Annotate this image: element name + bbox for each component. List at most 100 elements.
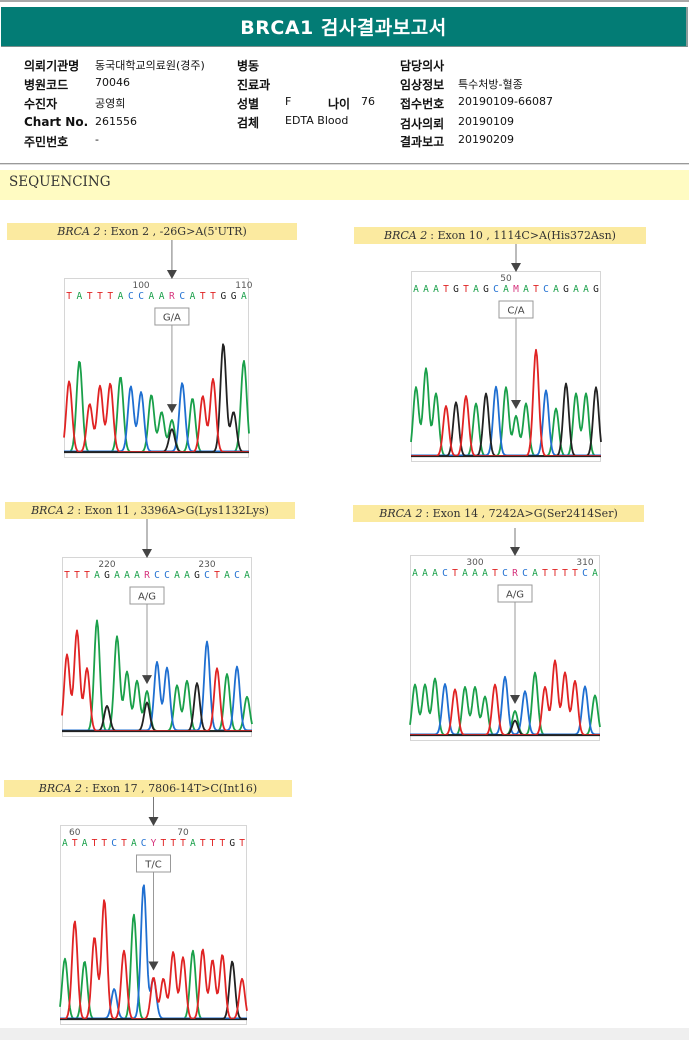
base-call: A	[422, 568, 428, 579]
field-value-report-date: 20190209	[458, 133, 514, 146]
base-call: G	[453, 284, 459, 295]
base-call: A	[190, 838, 196, 849]
pointer-arrow-icon	[142, 549, 152, 558]
gene-name: BRCA 2	[31, 504, 75, 517]
variant-description: : Exon 11 , 3396A>G(Lys1132Lys)	[77, 504, 269, 517]
base-call: A	[174, 570, 180, 581]
base-call: C	[204, 570, 210, 581]
genotype-call-label: A/G	[138, 592, 156, 603]
variant-arrow-icon	[510, 695, 520, 704]
trace-t	[411, 348, 601, 457]
trace-a	[62, 619, 253, 732]
sequencing-section-header: SEQUENCING	[0, 170, 689, 200]
pointer-arrow-icon	[510, 547, 520, 556]
variant-label-2: BRCA 2: Exon 10 , 1114C>A(His372Asn)	[354, 227, 646, 244]
base-call: T	[107, 291, 113, 302]
position-label: 70	[177, 828, 189, 838]
genotype-call-label: C/A	[507, 306, 524, 317]
position-label: 230	[198, 560, 215, 570]
base-call: T	[160, 838, 166, 849]
field-label-hospital-code: 병원코드	[24, 78, 69, 92]
field-value-hospital-code: 70046	[95, 76, 130, 89]
base-call: T	[121, 838, 127, 849]
field-label-specimen: 검체	[237, 116, 260, 130]
report-title-bar: BRCA1 검사결과보고서	[1, 7, 688, 47]
base-call: G	[231, 291, 237, 302]
gene-name: BRCA 2	[38, 782, 82, 795]
base-call: A	[124, 570, 130, 581]
base-call: A	[77, 291, 83, 302]
base-call: T	[101, 838, 107, 849]
field-value-sex: F	[285, 95, 292, 108]
base-call: A	[190, 291, 196, 302]
field-label-doctor: 담당의사	[400, 59, 445, 73]
field-label-report-date: 결과보고	[400, 135, 445, 149]
base-call: T	[74, 570, 80, 581]
top-divider	[0, 0, 689, 2]
field-value-specimen: EDTA Blood	[285, 114, 349, 127]
section-title: SEQUENCING	[9, 174, 111, 190]
variant-description: : Exon 10 , 1114C>A(His372Asn)	[430, 229, 616, 242]
base-call: A	[473, 284, 479, 295]
base-call: A	[148, 291, 154, 302]
section-divider	[0, 163, 689, 164]
base-call: A	[241, 291, 247, 302]
base-call: C	[141, 838, 147, 849]
base-call: C	[522, 568, 528, 579]
base-call: R	[144, 570, 150, 581]
field-label-ward: 병동	[237, 59, 260, 73]
base-call: A	[184, 570, 190, 581]
base-call: G	[483, 284, 489, 295]
base-call: R	[512, 568, 518, 579]
base-call: G	[220, 291, 226, 302]
field-label-patient: 수진자	[24, 97, 58, 111]
base-call: T	[542, 568, 548, 579]
chromatogram-frame	[410, 555, 600, 741]
base-call: A	[82, 838, 88, 849]
gene-name: BRCA 2	[57, 225, 101, 238]
base-call: A	[131, 838, 137, 849]
genotype-call-label: T/C	[144, 860, 161, 871]
base-call: C	[128, 291, 134, 302]
base-call: A	[114, 570, 120, 581]
base-call: M	[513, 284, 519, 295]
position-label: 300	[466, 558, 483, 568]
position-label: 110	[235, 281, 252, 291]
chromatogram-1: 100 110 T A T T T A C C A A R C A T T G G A G/A	[63, 240, 253, 458]
base-call: T	[463, 284, 469, 295]
base-call: G	[229, 838, 235, 849]
base-call: T	[533, 284, 539, 295]
field-value-receipt-no: 20190109-66087	[458, 95, 553, 108]
field-label-institution: 의뢰기관명	[24, 59, 80, 73]
base-call: G	[194, 570, 200, 581]
genotype-call-label: A/G	[506, 590, 524, 601]
base-call: A	[433, 284, 439, 295]
field-label-receipt-no: 접수번호	[400, 97, 445, 111]
base-call: A	[472, 568, 478, 579]
chromatogram-2: 50 A A A T G T A G C A M A T C A G A A G C/A	[410, 244, 602, 462]
field-label-sex: 성별	[237, 97, 260, 111]
chromatogram-3: 220 230 T T T A G A A A R C C A A G C T A C A A/G	[61, 519, 253, 737]
genotype-call-label: G/A	[163, 313, 181, 324]
variant-label-1: BRCA 2: Exon 2 , -26G>A(5'UTR)	[7, 223, 297, 240]
base-call: T	[72, 838, 78, 849]
chromatogram-frame	[64, 278, 249, 458]
variant-label-5: BRCA 2: Exon 17 , 7806-14T>C(Int16)	[4, 780, 292, 797]
position-label: 60	[69, 828, 81, 838]
base-call: C	[111, 838, 117, 849]
base-call: C	[154, 570, 160, 581]
base-call: A	[583, 284, 589, 295]
pointer-arrow-icon	[511, 263, 521, 272]
base-call: R	[169, 291, 175, 302]
field-label-clinical-info: 임상정보	[400, 78, 445, 92]
base-call: A	[94, 570, 100, 581]
position-label: 310	[576, 558, 593, 568]
chromatogram-svg: 50A A A T G T A G C A M A T C A G A A GC/A	[410, 244, 602, 462]
base-call: T	[64, 570, 70, 581]
base-call: A	[413, 284, 419, 295]
base-call: T	[572, 568, 578, 579]
